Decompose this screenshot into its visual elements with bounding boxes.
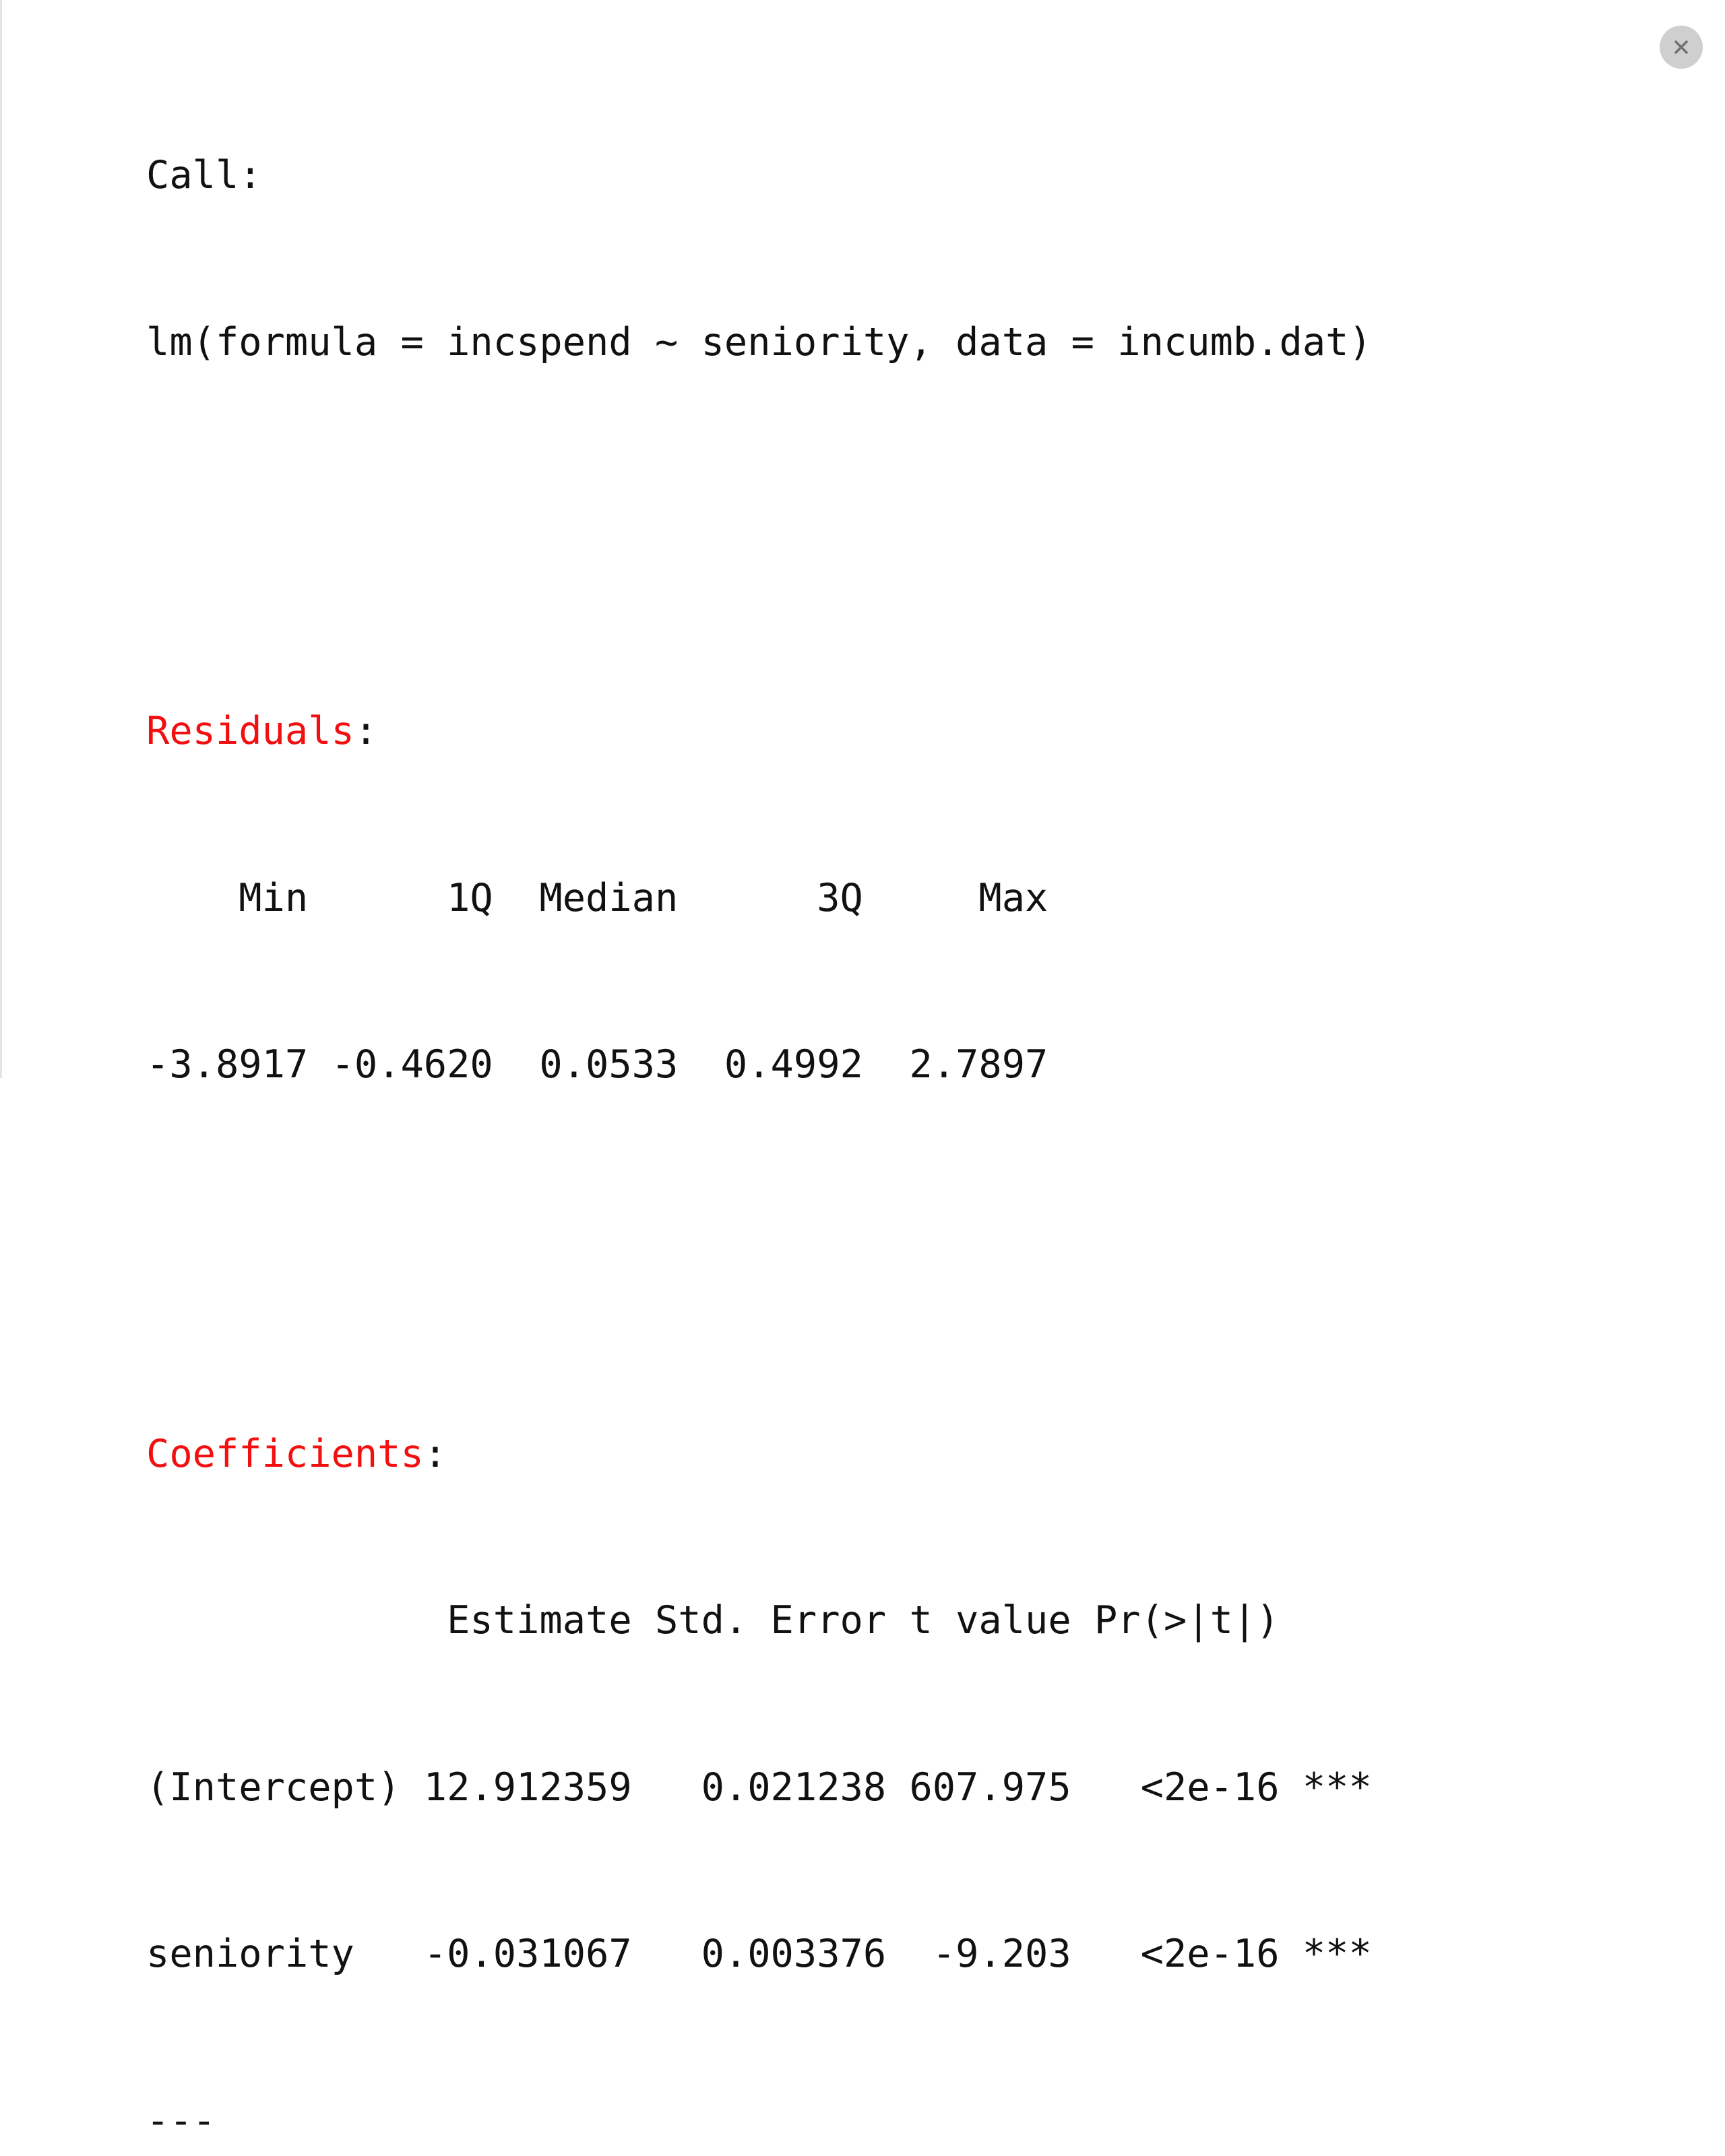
coefficients-colon: : xyxy=(423,1431,447,1476)
residuals-heading: Residuals: xyxy=(146,703,1580,759)
call-formula: lm(formula = incspend ~ seniority, data … xyxy=(146,319,1372,364)
regression-summary: Call: lm(formula = incspend ~ seniority,… xyxy=(146,36,1580,2156)
coefficients-header-row: Estimate Std. Error t value Pr(>|t|) xyxy=(146,1598,1372,1643)
coefficients-title: Coefficients xyxy=(146,1431,424,1476)
coefficients-row-seniority: seniority -0.031067 0.003376 -9.203 <2e-… xyxy=(146,1932,1372,1976)
coefficients-row-intercept: (Intercept) 12.912359 0.021238 607.975 <… xyxy=(146,1765,1372,1810)
residuals-colon: : xyxy=(354,709,378,753)
call-label: Call: xyxy=(146,153,262,197)
coefficients-separator: --- xyxy=(146,2098,216,2143)
blank-line xyxy=(146,1204,1580,1260)
close-button[interactable] xyxy=(1660,26,1703,69)
blank-line xyxy=(146,481,1580,537)
coefficients-heading: Coefficients: xyxy=(146,1426,1580,1482)
residuals-header-row: Min 1Q Median 3Q Max xyxy=(146,875,1071,920)
close-icon xyxy=(1674,40,1689,55)
residuals-title: Residuals xyxy=(146,709,354,753)
residuals-values-row: -3.8917 -0.4620 0.0533 0.4992 2.7897 xyxy=(146,1042,1071,1087)
